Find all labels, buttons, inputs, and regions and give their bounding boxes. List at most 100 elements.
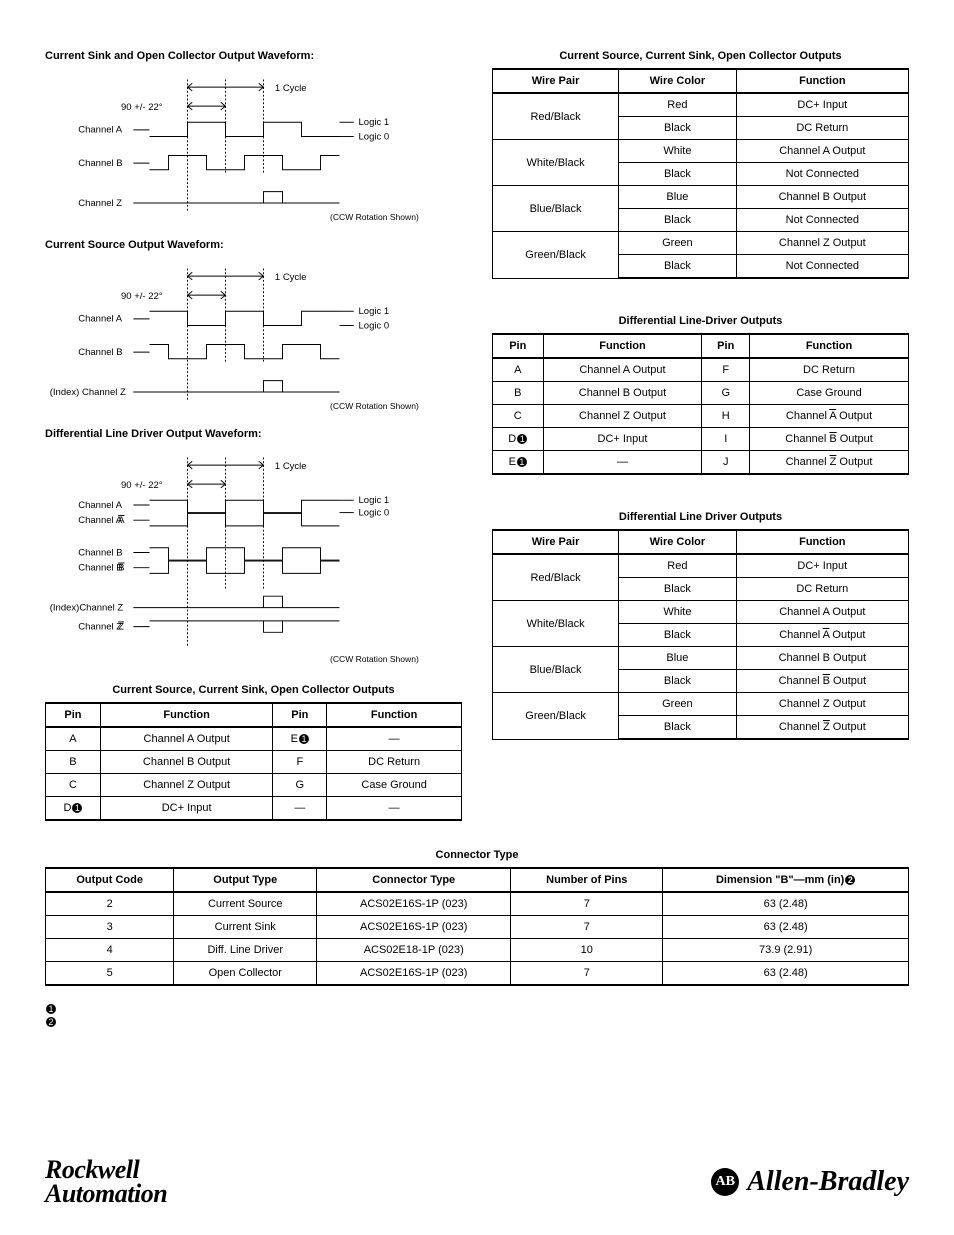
table-cell: DC Return <box>750 358 909 382</box>
table-cell: Red <box>619 93 737 117</box>
table-row: BChannel B OutputFDC Return <box>46 750 462 773</box>
table-cell: Channel A Output <box>750 405 909 428</box>
table-row: BChannel B OutputGCase Ground <box>493 382 909 405</box>
table-cell: Red/Black <box>493 554 619 601</box>
right-table2-caption: Differential Line-Driver Outputs <box>492 315 909 327</box>
table-header: Wire Pair <box>493 69 619 93</box>
table-cell: Channel B Output <box>736 647 908 670</box>
table-cell: Black <box>619 117 737 140</box>
table-cell: 10 <box>511 938 663 961</box>
table-cell: Channel Z Output <box>736 716 908 740</box>
table-cell: ACS02E16S-1P (023) <box>317 961 511 985</box>
table-cell: Black <box>619 578 737 601</box>
table-cell: DC+ Input <box>543 428 702 451</box>
table-cell: Channel A Output <box>100 727 273 751</box>
table-header: Pin <box>702 334 750 358</box>
table-row: 5Open CollectorACS02E16S-1P (023)763 (2.… <box>46 961 909 985</box>
table-cell: Blue/Black <box>493 647 619 693</box>
table-header: Wire Color <box>619 69 737 93</box>
rockwell-logo: Rockwell Automation <box>45 1158 167 1205</box>
svg-text:Channel A: Channel A <box>78 125 123 136</box>
right-table3: Wire PairWire ColorFunctionRed/BlackRedD… <box>492 529 909 740</box>
table-cell: Channel A Output <box>736 624 908 647</box>
table-cell: Current Source <box>174 892 317 916</box>
table-header: Output Code <box>46 868 174 892</box>
left-column: Current Sink and Open Collector Output W… <box>45 50 462 839</box>
table-cell: ACS02E16S-1P (023) <box>317 915 511 938</box>
table-header: Wire Pair <box>493 530 619 554</box>
table-cell: White/Black <box>493 601 619 647</box>
table-cell: Channel A Output <box>736 140 908 163</box>
table-cell: DC+ Input <box>100 796 273 820</box>
table-row: 4Diff. Line DriverACS02E18-1P (023)1073.… <box>46 938 909 961</box>
table-cell: H <box>702 405 750 428</box>
table-cell: Channel B Output <box>543 382 702 405</box>
table-row: D1DC+ Input—— <box>46 796 462 820</box>
table-row: E1—JChannel Z Output <box>493 451 909 475</box>
svg-text:1 Cycle: 1 Cycle <box>275 461 307 472</box>
table-row: CChannel Z OutputHChannel A Output <box>493 405 909 428</box>
wave3-title: Differential Line Driver Output Waveform… <box>45 428 462 440</box>
table-cell: Channel B Output <box>100 750 273 773</box>
allen-bradley-logo: AB Allen-Bradley <box>711 1166 909 1198</box>
table-cell: Channel Z Output <box>750 451 909 475</box>
svg-text:Channel B: Channel B <box>78 158 122 169</box>
svg-text:(CCW Rotation Shown): (CCW Rotation Shown) <box>330 401 419 411</box>
rockwell-line2: Automation <box>45 1182 167 1205</box>
table-row: White/BlackWhiteChannel A Output <box>493 140 909 163</box>
table-cell: Red <box>619 554 737 578</box>
table-cell: G <box>702 382 750 405</box>
table-row: Green/BlackGreenChannel Z Output <box>493 232 909 255</box>
footnotes: 1 2 <box>45 1004 909 1028</box>
table-header: Connector Type <box>317 868 511 892</box>
wave2-diagram: 1 Cycle 90 +/- 22° Logic 1 Logic 0 Chann… <box>45 259 425 411</box>
table-cell: I <box>702 428 750 451</box>
svg-text:Channel BB: Channel BB <box>78 563 124 574</box>
table-cell: Diff. Line Driver <box>174 938 317 961</box>
svg-text:Channel B: Channel B <box>78 547 122 558</box>
connector-table: Output CodeOutput TypeConnector TypeNumb… <box>45 867 909 986</box>
wave1-title: Current Sink and Open Collector Output W… <box>45 50 462 62</box>
table-cell: B <box>493 382 544 405</box>
svg-text:Logic 0: Logic 0 <box>359 507 390 518</box>
table-cell: — <box>327 727 462 751</box>
table-cell: Blue <box>619 186 737 209</box>
table-cell: D1 <box>46 796 101 820</box>
table-cell: Channel Z Output <box>543 405 702 428</box>
table-cell: 7 <box>511 892 663 916</box>
svg-text:Logic 0: Logic 0 <box>359 131 390 142</box>
table-cell: Channel A Output <box>543 358 702 382</box>
table-cell: D1 <box>493 428 544 451</box>
table-cell: 63 (2.48) <box>663 892 909 916</box>
table-cell: DC Return <box>327 750 462 773</box>
table-cell: 7 <box>511 915 663 938</box>
table-header: Function <box>100 703 273 727</box>
table-header: Function <box>736 530 908 554</box>
table-cell: Channel B Output <box>736 186 908 209</box>
wave3-diagram: 1 Cycle 90 +/- 22° Logic 1 Logic 0 Chann… <box>45 448 425 667</box>
table-cell: 2 <box>46 892 174 916</box>
table-header: Function <box>543 334 702 358</box>
table-cell: B <box>46 750 101 773</box>
table-cell: F <box>702 358 750 382</box>
table-row: White/BlackWhiteChannel A Output <box>493 601 909 624</box>
svg-text:Logic 1: Logic 1 <box>359 495 390 506</box>
table-cell: DC+ Input <box>736 93 908 117</box>
table-cell: Black <box>619 209 737 232</box>
table-cell: Case Ground <box>750 382 909 405</box>
table-cell: Current Sink <box>174 915 317 938</box>
table-cell: Black <box>619 716 737 740</box>
table-cell: Channel Z Output <box>736 232 908 255</box>
table-cell: White/Black <box>493 140 619 186</box>
svg-text:Logic 1: Logic 1 <box>359 306 390 317</box>
table-cell: Black <box>619 163 737 186</box>
table-row: Blue/BlackBlueChannel B Output <box>493 186 909 209</box>
table-cell: 63 (2.48) <box>663 961 909 985</box>
table-cell: Black <box>619 255 737 279</box>
table-cell: Green/Black <box>493 232 619 279</box>
right-table3-caption: Differential Line Driver Outputs <box>492 511 909 523</box>
table-header: Pin <box>46 703 101 727</box>
svg-text:90 +/- 22°: 90 +/- 22° <box>121 291 163 302</box>
table-cell: Not Connected <box>736 209 908 232</box>
table-cell: Channel B Output <box>750 428 909 451</box>
